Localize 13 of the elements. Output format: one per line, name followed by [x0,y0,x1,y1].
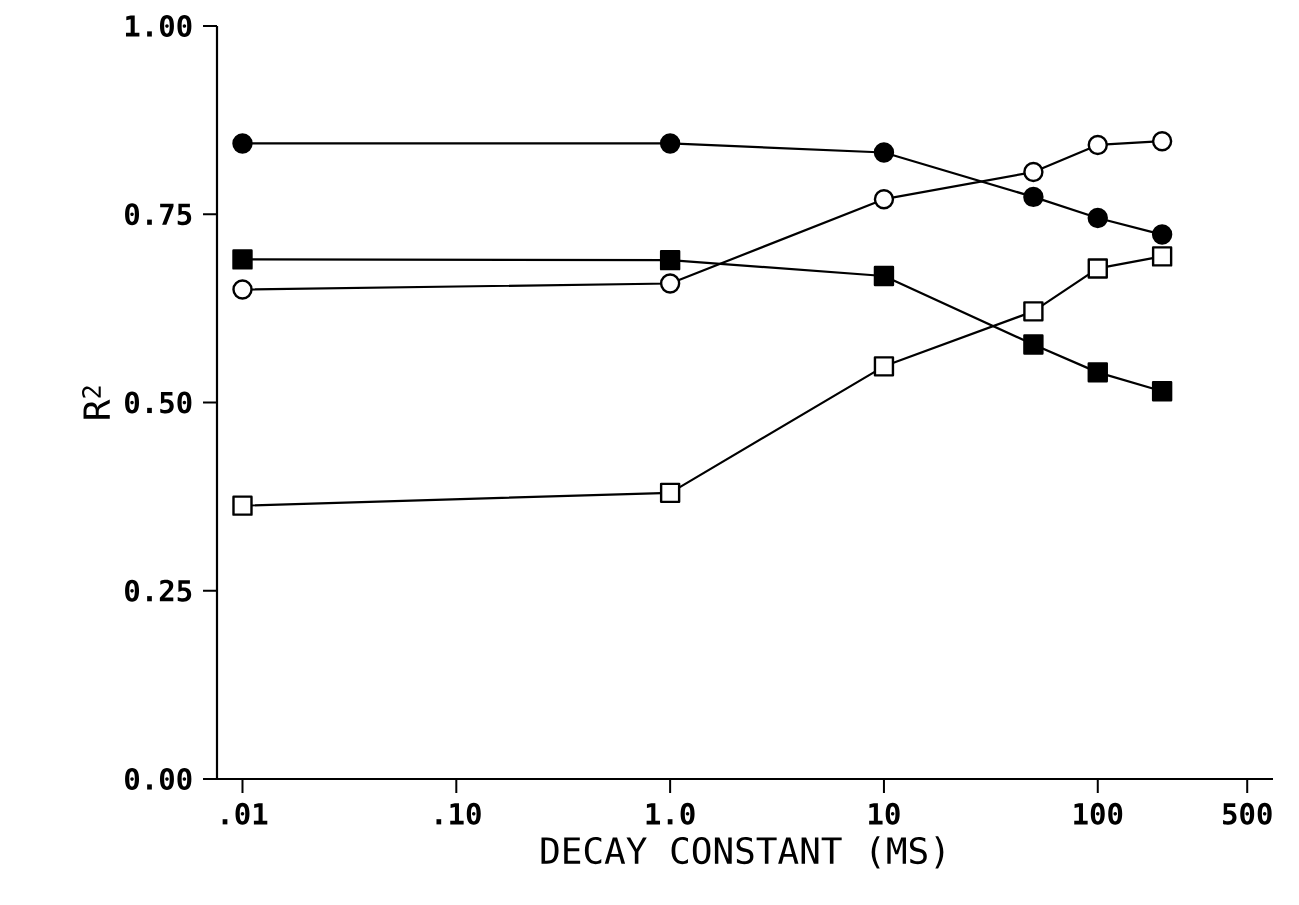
y-tick-label: 0.75 [125,203,192,226]
x-tick-label: 10 [869,802,900,825]
y-tick-label: 0.50 [125,391,192,414]
x-tick-label: .10 [436,802,481,825]
x-axis-title: DECAY CONSTANT (MS) [541,836,944,869]
y-tick-label: 1.00 [125,15,192,37]
y-tick-label: 0.00 [125,768,192,790]
y-axis-title: R$^{2}$ [82,386,110,419]
x-tick-label: 100 [1074,802,1123,825]
x-tick-label: 500 [1223,802,1272,825]
x-tick-label: .01 [222,802,268,825]
x-tick-label: 1.0 [646,802,695,825]
y-tick-label: 0.25 [125,579,192,602]
